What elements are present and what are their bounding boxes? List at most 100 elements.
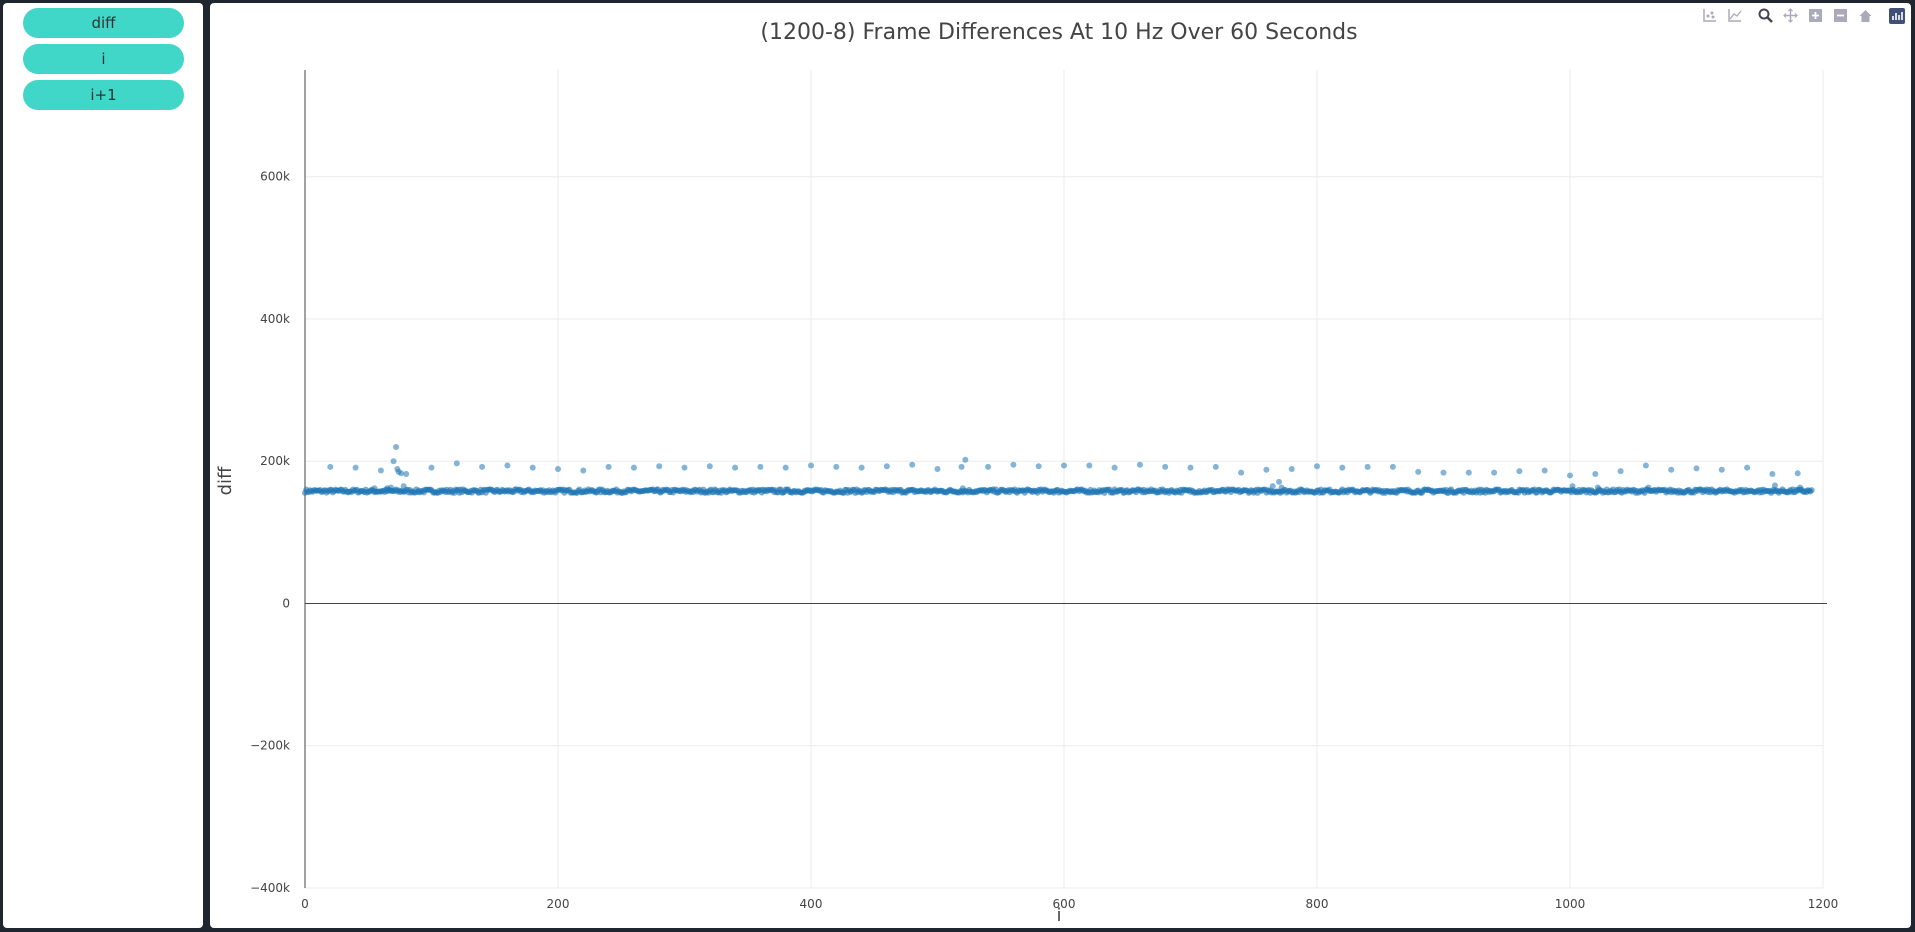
outlier-point — [403, 471, 410, 478]
outlier-point — [453, 460, 460, 467]
outlier-point — [1617, 468, 1624, 475]
outlier-point — [1794, 470, 1801, 477]
outlier-point — [1111, 464, 1118, 471]
y-tick-label: 600k — [260, 170, 290, 184]
outlier-point — [706, 463, 713, 470]
outlier-point — [1797, 484, 1804, 491]
x-tick-label: 1000 — [1555, 897, 1586, 911]
outlier-point — [1162, 463, 1169, 470]
outlier-point — [393, 443, 400, 450]
chart-panel: 0 200 400 600 800 1000 1200 −400k −200k 0 200k 400k… — [210, 3, 1911, 928]
outlier-point — [757, 463, 764, 470]
outlier-point — [934, 466, 941, 473]
y-axis-label: diff — [215, 466, 236, 495]
data-points — [302, 443, 1815, 496]
outlier-point — [377, 467, 384, 474]
data-point — [1808, 487, 1815, 494]
outlier-point — [1269, 483, 1276, 490]
outlier-point — [1718, 466, 1725, 473]
x-tick-label: 0 — [301, 897, 309, 911]
outlier-point — [1278, 484, 1285, 491]
i-button[interactable]: i — [23, 44, 184, 74]
tick-labels: 0 200 400 600 800 1000 1200 −400k −200k 0 200k 400k… — [250, 170, 1838, 911]
outlier-point — [630, 464, 637, 471]
outlier-point — [985, 463, 992, 470]
compare-data-icon[interactable] — [1701, 7, 1718, 24]
diff-button[interactable]: diff — [23, 8, 184, 38]
pan-icon[interactable] — [1782, 7, 1799, 24]
outlier-point — [504, 462, 511, 469]
outlier-point — [1465, 469, 1472, 476]
outlier-point — [1187, 464, 1194, 471]
outlier-point — [1263, 466, 1270, 473]
outlier-point — [398, 470, 405, 477]
outlier-point — [1440, 469, 1447, 476]
outlier-point — [371, 485, 378, 492]
outlier-point — [1668, 466, 1675, 473]
outlier-point — [479, 463, 486, 470]
outlier-point — [428, 464, 435, 471]
outlier-point — [390, 458, 397, 465]
outlier-point — [883, 463, 890, 470]
x-tick-label: 800 — [1306, 897, 1329, 911]
outlier-point — [1592, 471, 1599, 478]
outlier-point — [1541, 467, 1548, 474]
outlier-point — [1645, 484, 1652, 491]
outlier-point — [782, 464, 789, 471]
outlier-point — [962, 456, 969, 463]
outlier-point — [1569, 483, 1576, 490]
outlier-point — [605, 463, 612, 470]
outlier-point — [1212, 463, 1219, 470]
i-plus-1-button[interactable]: i+1 — [23, 80, 184, 110]
outlier-point — [529, 464, 536, 471]
outlier-point — [1415, 468, 1422, 475]
variable-sidebar: diff i i+1 — [3, 3, 203, 928]
outlier-point — [1086, 462, 1093, 469]
outlier-point — [1035, 463, 1042, 470]
outlier-point — [808, 462, 814, 469]
outlier-point — [1276, 478, 1283, 485]
outlier-point — [656, 463, 663, 470]
zoom-icon[interactable] — [1757, 7, 1774, 24]
outlier-point — [958, 463, 965, 470]
outlier-point — [1314, 463, 1320, 470]
outlier-point — [1693, 465, 1700, 472]
outlier-point — [580, 467, 587, 474]
reset-axes-icon[interactable] — [1857, 7, 1874, 24]
chart-title: (1200-8) Frame Differences At 10 Hz Over… — [760, 20, 1357, 45]
outlier-point — [909, 461, 916, 468]
scatter-plot[interactable]: 0 200 400 600 800 1000 1200 −400k −200k 0 200k 400k… — [210, 3, 1911, 928]
outlier-point — [959, 485, 966, 492]
y-tick-label: −200k — [250, 739, 290, 753]
y-tick-label: −400k — [250, 881, 290, 895]
outlier-point — [1594, 484, 1601, 491]
modebar — [1701, 7, 1905, 24]
outlier-point — [1389, 463, 1396, 470]
outlier-point — [1744, 464, 1751, 471]
outlier-point — [1771, 482, 1778, 489]
x-tick-label: 600 — [1053, 897, 1076, 911]
y-tick-label: 200k — [260, 454, 290, 468]
outlier-point — [1010, 461, 1017, 468]
outlier-point — [1567, 472, 1573, 479]
gridlines — [305, 70, 1824, 889]
outlier-point — [858, 464, 865, 471]
outlier-point — [400, 483, 407, 490]
x-axis-label: i — [1056, 905, 1061, 926]
y-tick-label: 400k — [260, 312, 290, 326]
zoom-out-icon[interactable] — [1832, 7, 1849, 24]
plotly-logo-icon[interactable] — [1888, 7, 1905, 24]
outlier-point — [1339, 464, 1346, 471]
outlier-point — [681, 464, 688, 471]
outlier-point — [1136, 461, 1143, 468]
y-tick-label: 0 — [282, 596, 290, 610]
outlier-point — [1769, 471, 1776, 478]
outlier-point — [1288, 466, 1295, 473]
spike-lines-icon[interactable] — [1726, 7, 1743, 24]
outlier-point — [1642, 462, 1649, 469]
outlier-point — [732, 464, 739, 471]
outlier-point — [1491, 469, 1498, 476]
outlier-point — [833, 463, 840, 470]
x-tick-label: 1200 — [1808, 897, 1839, 911]
zoom-in-icon[interactable] — [1807, 7, 1824, 24]
